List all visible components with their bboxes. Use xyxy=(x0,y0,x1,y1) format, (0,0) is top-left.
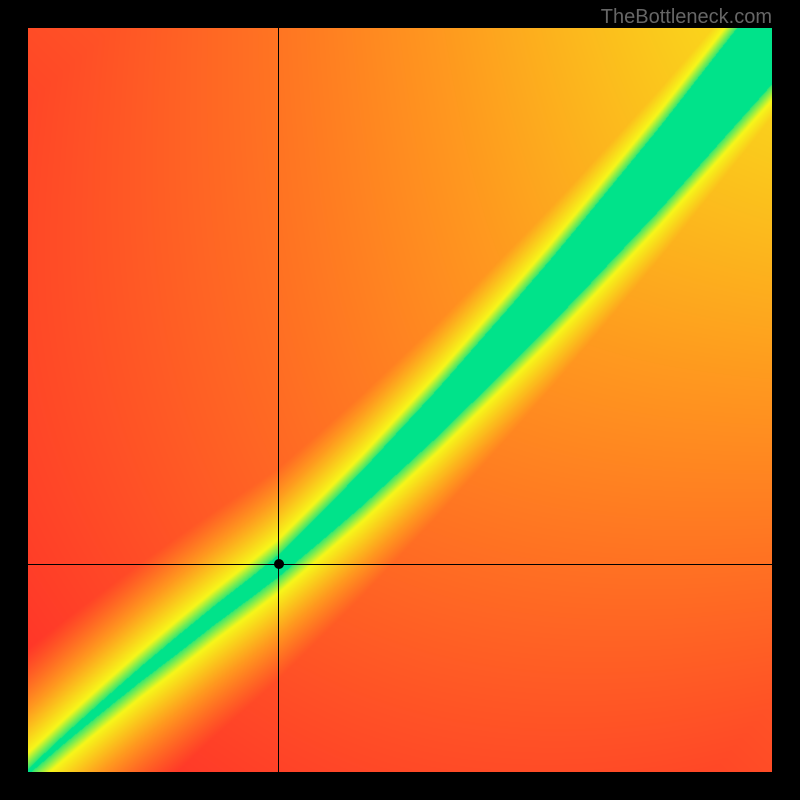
crosshair-horizontal xyxy=(28,564,772,565)
marker-dot xyxy=(274,559,284,569)
watermark-text: TheBottleneck.com xyxy=(601,6,772,29)
crosshair-vertical xyxy=(278,28,279,772)
heatmap-canvas xyxy=(28,28,772,772)
heatmap-plot xyxy=(28,28,772,772)
